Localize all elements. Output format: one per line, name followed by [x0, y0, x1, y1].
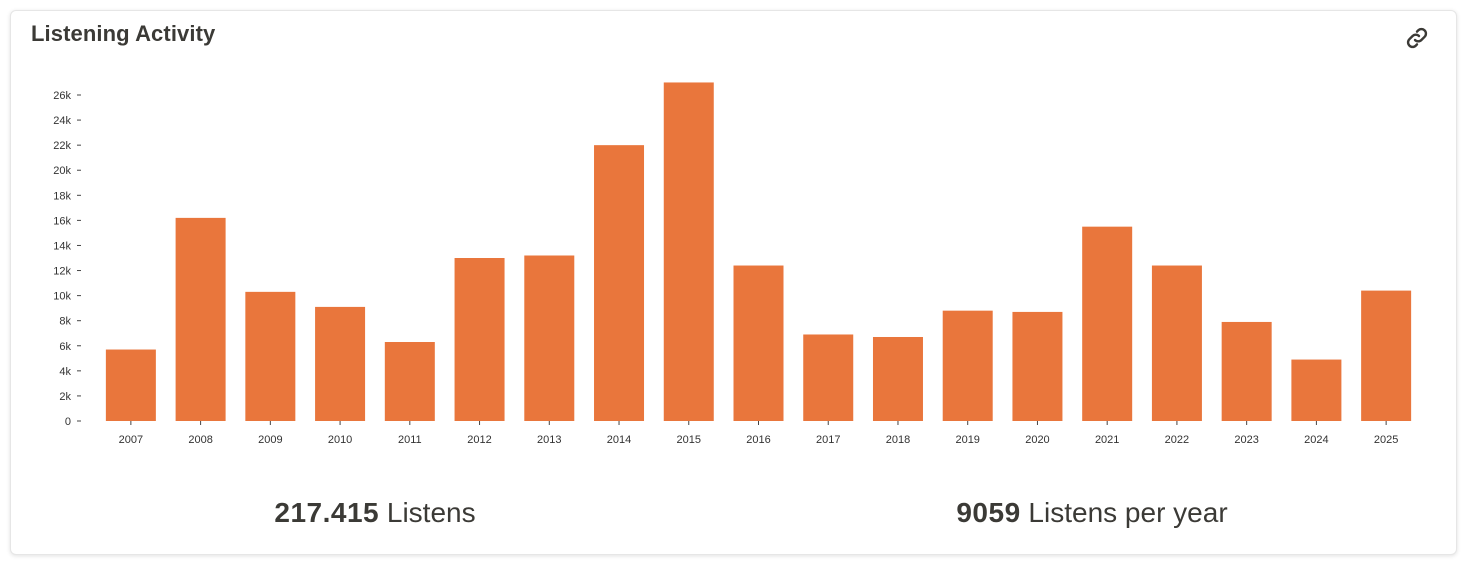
bar-2012 — [454, 258, 505, 421]
x-tick-label: 2014 — [607, 434, 631, 446]
x-tick-label: 2022 — [1165, 434, 1189, 446]
bar-2010 — [315, 306, 366, 421]
x-tick-label: 2010 — [328, 434, 352, 446]
bar-2024 — [1291, 359, 1342, 421]
x-tick-label: 2007 — [119, 434, 143, 446]
total-listens-label: Listens — [386, 497, 476, 528]
x-tick-label: 2011 — [398, 434, 422, 446]
x-tick-label: 2025 — [1374, 434, 1398, 446]
listens-per-year-label: Listens per year — [1028, 497, 1228, 528]
bar-2023 — [1221, 321, 1272, 421]
x-tick-label: 2013 — [537, 434, 561, 446]
y-tick-label: 10k — [53, 291, 71, 303]
x-tick-label: 2021 — [1095, 434, 1119, 446]
y-tick-label: 24k — [53, 115, 71, 127]
x-tick-label: 2017 — [816, 434, 840, 446]
x-tick-label: 2023 — [1234, 434, 1258, 446]
bar-2015 — [663, 82, 714, 421]
bar-2007 — [105, 349, 156, 421]
bar-2019 — [942, 310, 993, 421]
total-listens-value: 217.415 — [274, 497, 380, 528]
bar-2014 — [594, 145, 645, 421]
y-tick-label: 12k — [53, 266, 71, 278]
y-tick-label: 4k — [59, 366, 71, 378]
chart-area: 0 2k 4k 6k 8k 10k 12k 14k 16k 18k 20k 22k 24k 26k 2007… — [11, 11, 1456, 471]
bar-chart: 0 2k 4k 6k 8k 10k 12k 14k 16k 18k 20k 22k 24k 26k 2007… — [53, 82, 1412, 446]
y-tick-label: 20k — [53, 165, 71, 177]
bar-2011 — [384, 342, 435, 421]
y-tick-label: 8k — [59, 316, 71, 328]
bar-2025 — [1361, 290, 1412, 421]
x-tick-label: 2012 — [467, 434, 491, 446]
bar-2017 — [803, 334, 854, 421]
bar-2020 — [1012, 311, 1063, 421]
x-tick-label: 2018 — [886, 434, 910, 446]
y-tick-label: 18k — [53, 190, 71, 202]
y-tick-label: 2k — [59, 391, 71, 403]
x-tick-label: 2020 — [1025, 434, 1049, 446]
listens-per-year-value: 9059 — [956, 497, 1021, 528]
x-tick-label: 2008 — [188, 434, 212, 446]
bar-2013 — [524, 255, 575, 421]
bar-2016 — [733, 265, 784, 421]
link-icon — [1406, 27, 1428, 49]
y-tick-label: 14k — [53, 240, 71, 252]
y-tick-label: 6k — [59, 341, 71, 353]
link-button[interactable] — [1404, 25, 1430, 51]
y-tick-label: 0 — [65, 416, 71, 428]
y-tick-label: 22k — [53, 140, 71, 152]
listens-per-year-stat: 9059 Listens per year — [956, 497, 1227, 529]
bar-2021 — [1082, 226, 1133, 421]
x-tick-label: 2016 — [746, 434, 770, 446]
bar-2009 — [245, 291, 296, 421]
x-tick-label: 2015 — [677, 434, 701, 446]
y-tick-label: 26k — [53, 90, 71, 102]
listening-activity-card: Listening Activity 0 2k 4k 6k 8k 10k 12k 14k 16k… — [10, 10, 1457, 555]
x-tick-label: 2024 — [1304, 434, 1328, 446]
y-tick-label: 16k — [53, 215, 71, 227]
bar-2022 — [1151, 265, 1202, 421]
x-tick-label: 2019 — [955, 434, 979, 446]
bar-2018 — [872, 336, 923, 421]
x-tick-label: 2009 — [258, 434, 282, 446]
bar-2008 — [175, 217, 226, 421]
card-title: Listening Activity — [31, 21, 216, 46]
total-listens-stat: 217.415 Listens — [274, 497, 475, 529]
